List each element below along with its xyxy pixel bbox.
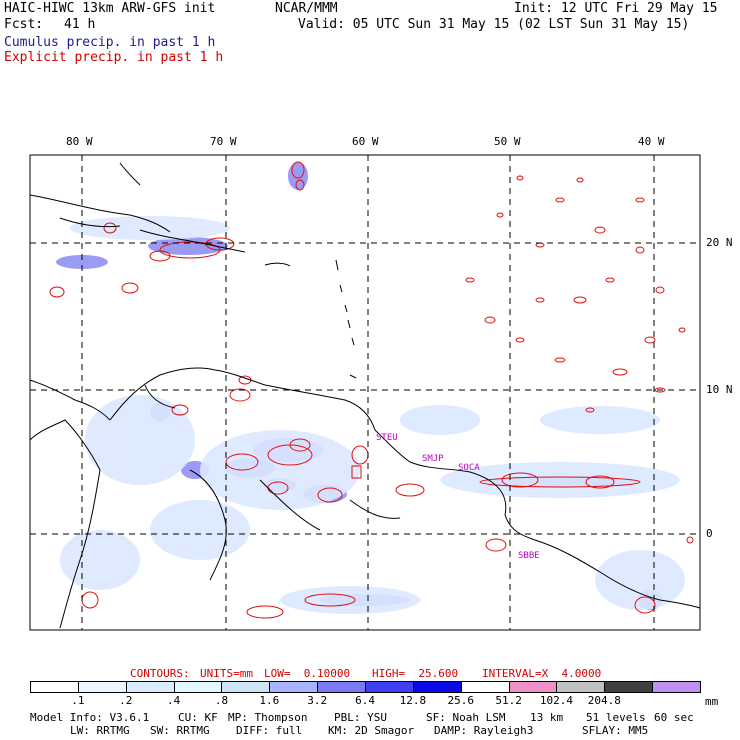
lon-label-70w: 70 W bbox=[210, 135, 237, 148]
colorbar-tick-label: 102.4 bbox=[539, 694, 574, 707]
km-scheme: KM: 2D Smagor bbox=[328, 724, 415, 737]
colorbar-tick-label: 12.8 bbox=[399, 694, 427, 707]
org-label: NCAR/MMM bbox=[275, 1, 338, 16]
colorbar-cell bbox=[604, 681, 654, 693]
fcst-label: Fcst: bbox=[4, 17, 44, 32]
model-title: HAIC-HIWC 13km ARW-GFS init bbox=[4, 1, 216, 16]
valid-time: Valid: 05 UTC Sun 31 May 15 (02 LST Sun … bbox=[298, 17, 690, 32]
colorbar-cell bbox=[173, 681, 223, 693]
colorbar-cell bbox=[508, 681, 558, 693]
lon-label-60w: 60 W bbox=[352, 135, 379, 148]
station-soca: SOCA bbox=[458, 463, 480, 473]
lw-scheme: LW: RRTMG bbox=[70, 724, 130, 737]
colorbar-cell bbox=[269, 681, 319, 693]
sw-scheme: SW: RRTMG bbox=[150, 724, 210, 737]
colorbar-tick-label: 51.2 bbox=[495, 694, 522, 707]
colorbar-cell bbox=[365, 681, 414, 693]
cumulus-legend: Cumulus precip. in past 1 h bbox=[4, 35, 216, 50]
lat-label-0: 0 bbox=[706, 527, 713, 540]
colorbar-tick-label: .4 bbox=[166, 694, 181, 707]
model-info: Model Info: V3.6.1 bbox=[30, 711, 150, 724]
damp-scheme: DAMP: Rayleigh3 bbox=[434, 724, 534, 737]
colorbar-cell bbox=[652, 681, 701, 693]
timestep: 60 sec bbox=[654, 711, 694, 724]
cumulus-precip-areas bbox=[56, 162, 685, 614]
colorbar-cell bbox=[460, 681, 510, 693]
colorbar-tick-label: 3.2 bbox=[307, 694, 328, 707]
lon-label-50w: 50 W bbox=[494, 135, 521, 148]
colorbar-cell bbox=[125, 681, 175, 693]
explicit-legend: Explicit precip. in past 1 h bbox=[4, 50, 224, 65]
colorbar-units: mm bbox=[705, 695, 719, 708]
colorbar-cell bbox=[412, 681, 462, 693]
lat-label-20n: 20 N bbox=[706, 236, 733, 249]
cu-scheme: CU: KF bbox=[178, 711, 218, 724]
colorbar-tick-label: 6.4 bbox=[355, 694, 375, 707]
lon-label-40w: 40 W bbox=[638, 135, 665, 148]
contours-high: HIGH= 25.600 bbox=[372, 667, 459, 680]
fcst-value: 41 h bbox=[64, 17, 96, 32]
colorbar-tick-label: .1 bbox=[71, 694, 85, 707]
colorbar-tick-label: 25.6 bbox=[447, 694, 475, 707]
contours-interval: INTERVAL=X 4.0000 bbox=[482, 667, 602, 680]
colorbar-tick-label: 1.6 bbox=[259, 694, 280, 707]
colorbar-cell bbox=[30, 681, 79, 693]
colorbar-tick-label: 204.8 bbox=[587, 694, 621, 707]
station-marker bbox=[351, 465, 362, 479]
mp-scheme: MP: Thompson bbox=[228, 711, 308, 724]
grid-spacing: 13 km bbox=[530, 711, 564, 724]
colorbar-cell bbox=[317, 681, 366, 693]
lat-label-10n: 10 N bbox=[706, 383, 733, 396]
contours-low: LOW= 0.10000 bbox=[264, 667, 351, 680]
levels: 51 levels bbox=[586, 711, 646, 724]
map-frame bbox=[29, 154, 701, 631]
contours-label: CONTOURS: bbox=[130, 667, 190, 680]
colorbar-cell bbox=[556, 681, 606, 693]
colorbar-tick-label: .8 bbox=[214, 694, 229, 707]
init-time: Init: 12 UTC Fri 29 May 15 bbox=[514, 1, 718, 16]
coastlines bbox=[29, 162, 701, 629]
contours-units: UNITS=mm bbox=[200, 667, 253, 680]
pbl-scheme: PBL: YSU bbox=[334, 711, 387, 724]
colorbar-cell bbox=[77, 681, 127, 693]
station-smjp: SMJP bbox=[422, 454, 444, 464]
diff-scheme: DIFF: full bbox=[236, 724, 303, 737]
graticule bbox=[30, 155, 700, 630]
colorbar-tick-label: .2 bbox=[119, 694, 133, 707]
sf-scheme: SF: Noah LSM bbox=[426, 711, 506, 724]
lon-label-80w: 80 W bbox=[66, 135, 93, 148]
station-sbbe: SBBE bbox=[518, 551, 540, 561]
sflay-scheme: SFLAY: MM5 bbox=[582, 724, 649, 737]
colorbar-cell bbox=[221, 681, 271, 693]
station-steu: STEU bbox=[376, 433, 398, 443]
